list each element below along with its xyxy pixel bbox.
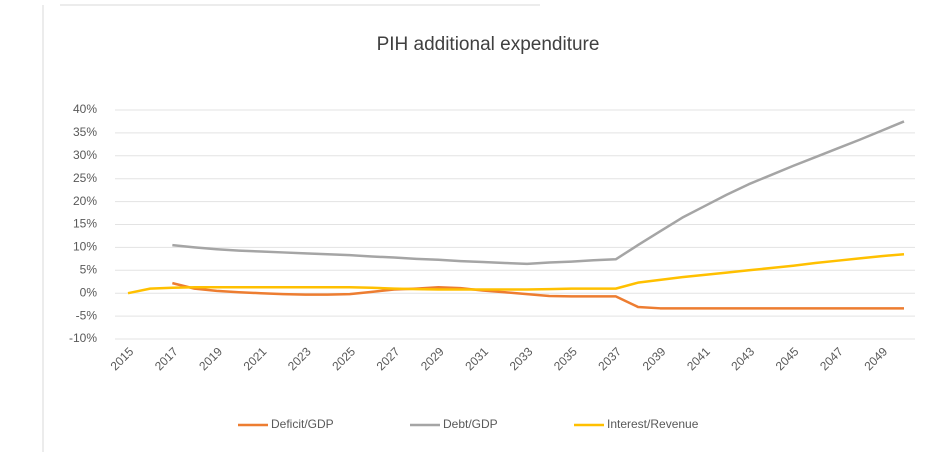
x-tick-label: 2029 (418, 344, 447, 373)
y-tick-label: 30% (73, 148, 97, 162)
y-tick-label: 0% (80, 285, 98, 299)
y-tick-label: -5% (76, 308, 98, 322)
series-line (127, 253, 905, 295)
y-tick-label: -10% (69, 331, 97, 345)
legend-label: Deficit/GDP (271, 417, 334, 431)
x-tick-label: 2021 (241, 344, 270, 373)
x-tick-label: 2045 (773, 344, 802, 373)
x-tick-label: 2049 (861, 344, 890, 373)
chart-title: PIH additional expenditure (377, 34, 600, 55)
y-tick-label: 25% (73, 171, 97, 185)
x-tick-label: 2017 (152, 344, 181, 373)
x-tick-label: 2043 (728, 344, 757, 373)
x-tick-label: 2025 (329, 344, 358, 373)
x-tick-label: 2047 (817, 344, 846, 373)
y-tick-label: 5% (80, 262, 98, 276)
x-tick-label: 2015 (108, 344, 137, 373)
x-tick-label: 2035 (551, 344, 580, 373)
y-tick-label: 15% (73, 217, 97, 231)
x-tick-label: 2027 (374, 344, 403, 373)
series-line (172, 120, 905, 266)
y-tick-label: 35% (73, 125, 97, 139)
y-tick-label: 10% (73, 240, 97, 254)
y-tick-label: 40% (73, 102, 97, 116)
x-tick-label: 2019 (196, 344, 225, 373)
legend-label: Interest/Revenue (607, 417, 699, 431)
x-tick-label: 2033 (507, 344, 536, 373)
y-tick-label: 20% (73, 194, 97, 208)
series-line (172, 281, 904, 310)
x-tick-label: 2041 (684, 344, 713, 373)
x-tick-label: 2031 (462, 344, 491, 373)
legend-label: Debt/GDP (443, 417, 498, 431)
x-tick-label: 2023 (285, 344, 314, 373)
x-tick-label: 2037 (595, 344, 624, 373)
x-tick-label: 2039 (640, 344, 669, 373)
